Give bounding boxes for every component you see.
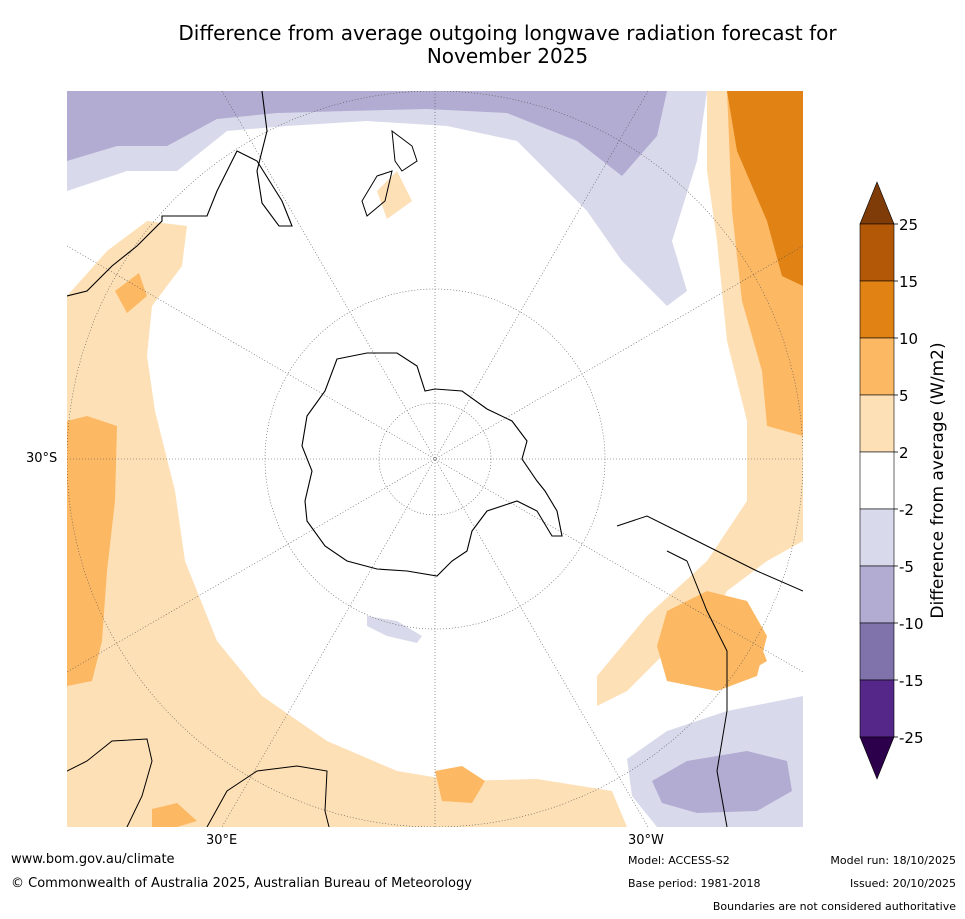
colorbar-tick-label: 5 [899,387,909,405]
lon-label-30e: 30°E [206,833,238,848]
footer-model: Model: ACCESS-S2 [628,854,730,867]
polar-map [67,91,803,827]
colorbar-tick-label: -2 [899,501,914,519]
anomaly-pos-left-spot [115,273,147,313]
anomaly-neg-top-left [67,91,707,306]
title-line-2: November 2025 [426,44,589,68]
lat-label-30s: 30°S [26,451,58,466]
antarctica-coastline [301,352,563,577]
footer-issued: Issued: 20/10/2025 [849,877,956,890]
southamerica-coastline [616,515,803,827]
footer-base-period: Base period: 1981-2018 [628,877,761,890]
anomaly-pos-left-stripe [67,416,117,686]
colorbar-tick-label: -25 [899,729,924,747]
lon-label-30w: 30°W [628,833,664,848]
colorbar-over-triangle [859,181,895,225]
footer-copyright: © Commonwealth of Australia 2025, Austra… [11,876,472,891]
colorbar-segment [859,565,895,624]
colorbar-segment [859,679,895,738]
colorbar-under-triangle [859,736,895,780]
colorbar-label: Difference from average (W/m2) [928,342,948,618]
footer-website: www.bom.gov.au/climate [11,852,175,867]
anomaly-pos-left-band [67,221,627,827]
footer-disclaimer: Boundaries are not considered authoritat… [712,900,956,913]
graticule [67,91,803,827]
anomaly-neg-mid-left-darker [67,91,667,176]
anomaly-neg-bottom-right-darker [652,751,792,813]
colorbar-tick-label: -5 [899,558,914,576]
africa-coastline [67,738,330,827]
colorbar-segment [859,280,895,339]
colorbar-tick-label: 25 [899,216,918,234]
newzealand-coastline [361,129,418,217]
anomaly-pos-nz [377,171,412,219]
colorbar-segment [859,394,895,453]
map-title: Difference from average outgoing longwav… [0,22,965,68]
title-line-1: Difference from average outgoing longwav… [178,21,837,45]
anomaly-pos-south-blob [435,766,485,803]
colorbar-segment [859,622,895,681]
colorbar-segment [859,451,895,510]
colorbar-tick-label: -10 [899,615,924,633]
colorbar-tick-label: 15 [899,273,918,291]
colorbar-segment [859,337,895,396]
anomaly-pos-south-blob-2 [152,803,197,827]
colorbar-segment [859,508,895,567]
colorbar-tick-label: -15 [899,672,924,690]
australia-coastline [67,91,293,297]
anomaly-pos-right-darkorange [727,91,803,286]
colorbar-tick-label: 10 [899,330,918,348]
anomaly-neg-small-south [367,616,422,643]
colorbar: 25 15 10 5 2 -2 -5 -10 -15 -25 Difference from ave… [859,181,948,780]
colorbar-segment [859,223,895,282]
colorbar-tick-label: 2 [899,444,909,462]
footer-model-run: Model run: 18/10/2025 [830,854,956,867]
